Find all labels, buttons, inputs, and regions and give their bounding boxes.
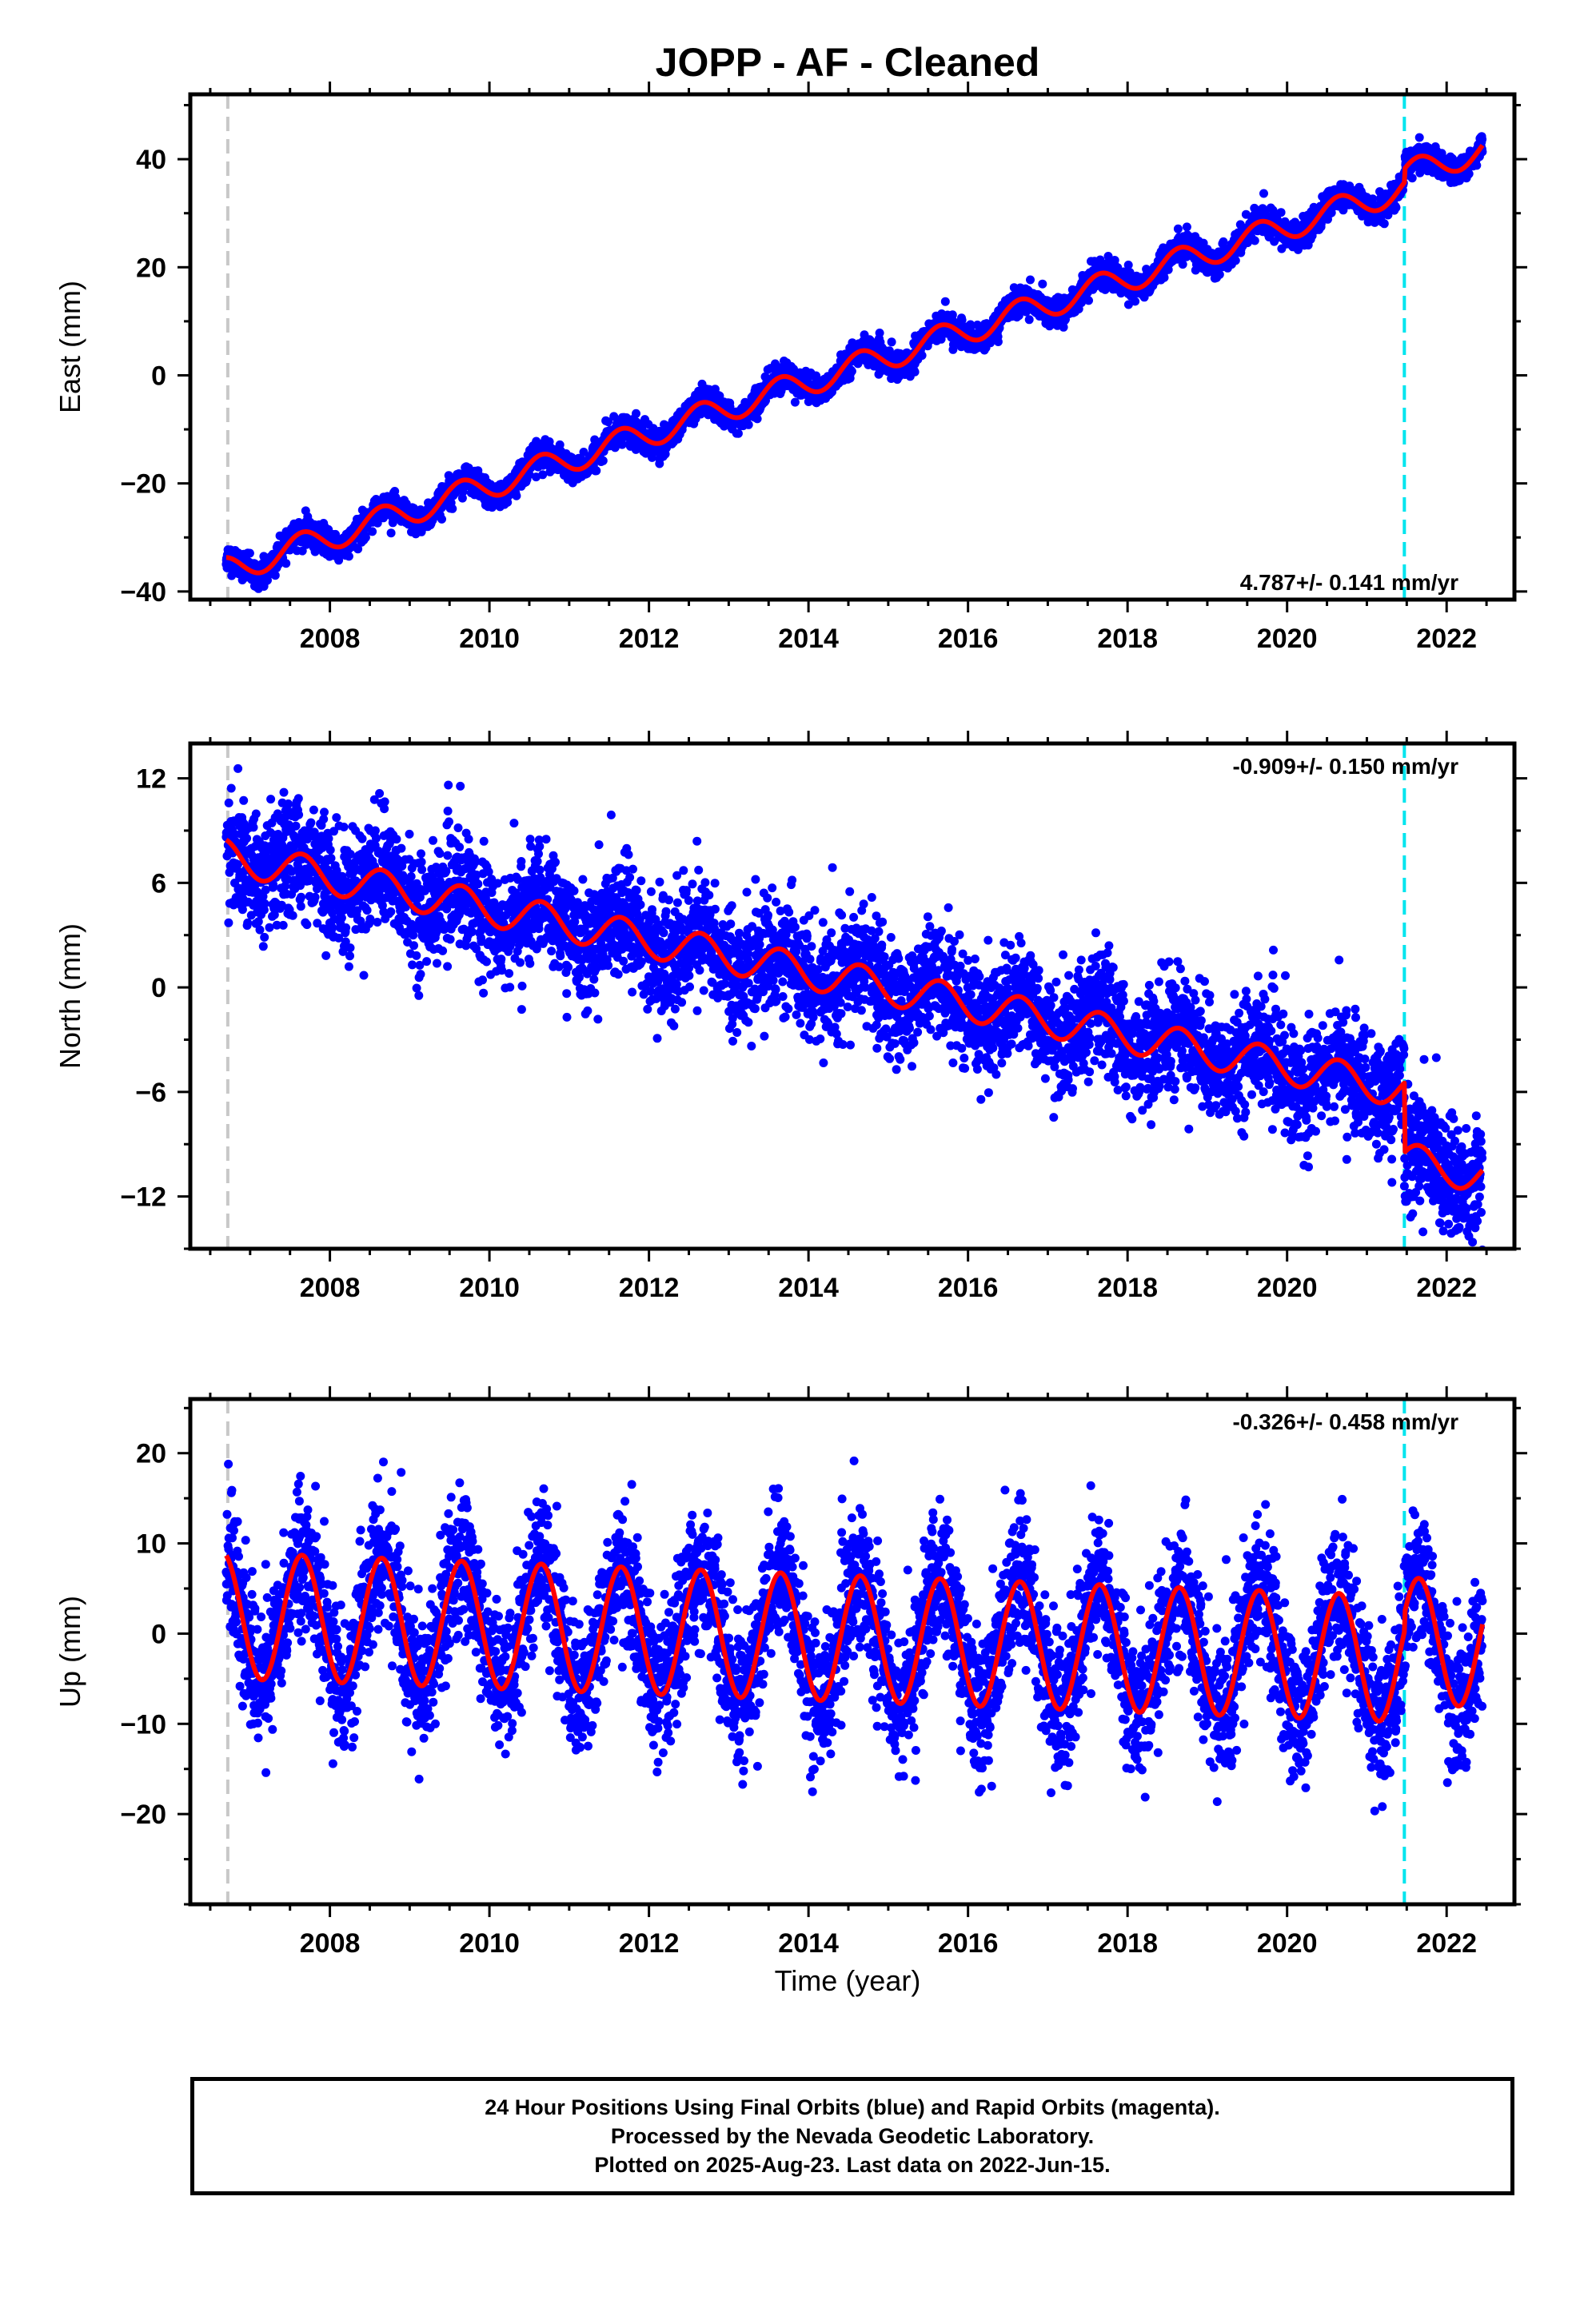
data-point (512, 492, 521, 500)
data-point (345, 552, 353, 560)
data-point (1415, 134, 1424, 142)
data-point (599, 456, 608, 465)
data-point (1038, 280, 1047, 289)
data-point (876, 329, 884, 337)
data-point (791, 398, 800, 407)
data-point (368, 527, 377, 536)
data-point (361, 533, 370, 542)
data-point (1380, 219, 1389, 228)
data-point (1025, 315, 1034, 324)
data-point (888, 337, 896, 346)
data-point (1160, 273, 1169, 282)
data-point (734, 429, 743, 438)
data-point (245, 549, 254, 558)
data-point (271, 571, 280, 580)
data-point (1392, 203, 1401, 212)
data-point (632, 409, 640, 418)
data-point (941, 297, 950, 306)
data-point (1084, 296, 1093, 305)
data-point (918, 351, 927, 360)
data-point (1251, 237, 1259, 245)
data-point (744, 421, 753, 429)
data-point (848, 367, 856, 376)
data-point (1026, 276, 1035, 285)
data-point (994, 337, 1003, 346)
data-point (1183, 222, 1191, 231)
data-point (437, 515, 446, 524)
data-point (281, 559, 290, 568)
data-point (592, 466, 600, 475)
data-point (1215, 270, 1224, 279)
data-point (1124, 261, 1133, 269)
plot-area (221, 94, 1486, 600)
data-point (1259, 189, 1268, 198)
position-points (221, 132, 1486, 593)
data-point (1179, 260, 1187, 269)
data-point (448, 504, 457, 513)
data-point (1408, 173, 1417, 182)
data-point (1131, 297, 1139, 306)
data-point (911, 368, 920, 377)
data-point (1277, 208, 1286, 217)
data-point (1231, 256, 1240, 265)
chart-title: JOPP - AF - Cleaned (656, 40, 1040, 85)
data-point (1174, 225, 1183, 233)
data-point (387, 528, 396, 537)
